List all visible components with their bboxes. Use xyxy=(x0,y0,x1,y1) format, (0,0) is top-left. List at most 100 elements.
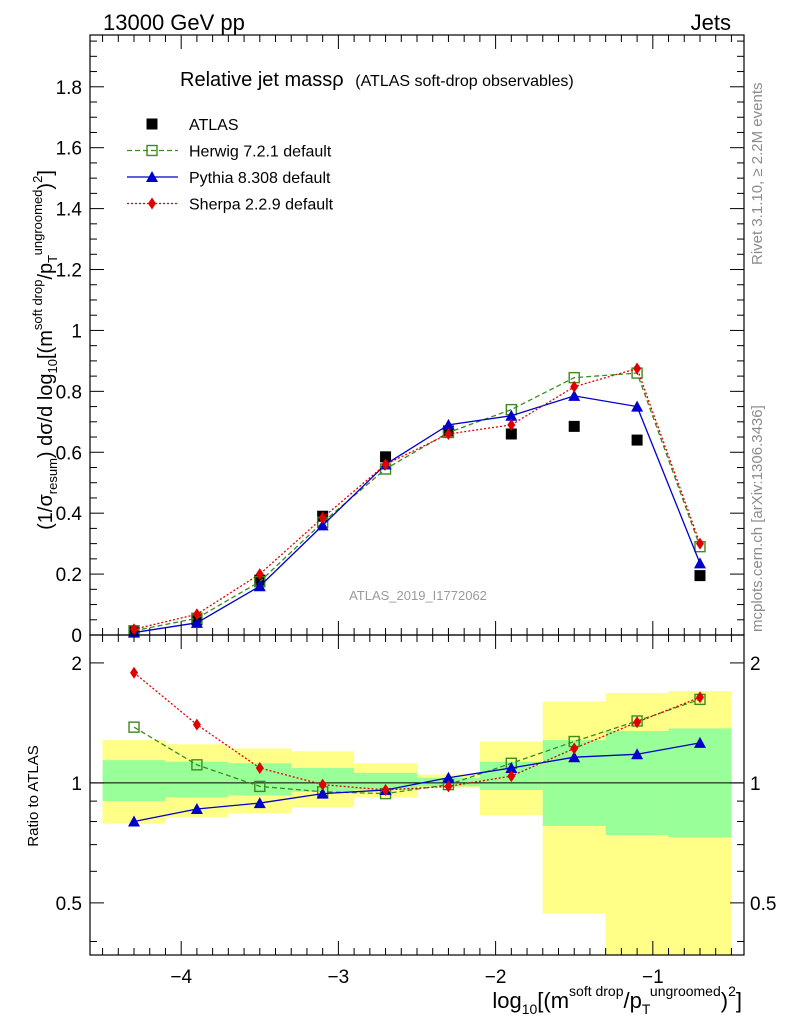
legend-atlas-label: ATLAS xyxy=(189,117,239,134)
main-pythia-point xyxy=(568,389,581,401)
ratio-axis-ticks: −4 −3 −2 −1 0.5 0.5 1 1 2 2 xyxy=(56,634,776,988)
ratio-herwig-point xyxy=(128,721,140,733)
ratio-y-tick-label-right: 2 xyxy=(750,654,761,675)
main-atlas-point xyxy=(694,570,706,582)
x-tick-label: −4 xyxy=(170,967,192,988)
y-tick-label: 0.4 xyxy=(56,504,83,525)
ratio-y-tick-label-right: 1 xyxy=(750,774,761,795)
ratio-pythia-point xyxy=(505,761,518,773)
ratio-pythia-point xyxy=(568,751,581,763)
legend-sherpa-label: Sherpa 2.2.9 default xyxy=(189,197,334,214)
y-tick-label: 1 xyxy=(71,321,82,342)
main-atlas-point xyxy=(505,428,517,440)
main-axis-ticks: 0 0.2 0.4 0.6 0.8 1 1.2 1.4 1.6 1.8 xyxy=(56,34,745,647)
ratio-herwig-line xyxy=(133,698,701,795)
ratio-herwig-point xyxy=(254,780,266,793)
rivet-version-label: Rivet 3.1.10, ≥ 2.2M events xyxy=(749,83,766,266)
main-pythia-point xyxy=(253,580,266,592)
ratio-pythia-line xyxy=(133,742,701,823)
main-sherpa-point xyxy=(570,380,579,393)
title-subtitle: (ATLAS soft-drop observables) xyxy=(355,73,573,90)
main-atlas-point xyxy=(631,434,643,446)
ratio-y-tick-label: 2 xyxy=(71,654,82,675)
main-pythia-point xyxy=(316,519,329,531)
ratio-inner-band xyxy=(102,760,166,802)
main-sherpa-point xyxy=(318,511,327,524)
x-axis-label: log10[(msoft drop/pTungroomed)2] xyxy=(492,983,742,1017)
main-sherpa-line xyxy=(133,367,701,630)
main-sherpa-point xyxy=(381,458,390,471)
process-label: Jets xyxy=(691,10,731,35)
title-text: Relative jet mass xyxy=(180,69,332,91)
ratio-pythia-point xyxy=(631,748,644,760)
ratio-sherpa-point xyxy=(507,770,516,783)
main-atlas-point xyxy=(568,420,580,432)
ratio-herwig-point xyxy=(191,759,203,771)
main-y-axis-label: (1/σresum) dσ/d log10[(msoft drop/pTungr… xyxy=(30,170,60,530)
ratio-y-axis-label: Ratio to ATLAS xyxy=(25,745,42,846)
main-atlas-point xyxy=(254,574,266,586)
ratio-inner-band xyxy=(354,772,417,790)
main-sherpa-point xyxy=(192,608,201,621)
main-pythia-point xyxy=(442,418,455,430)
legend-pythia-label: Pythia 8.308 default xyxy=(189,170,331,187)
legend-atlas-marker xyxy=(146,118,158,130)
y-tick-label: 0.6 xyxy=(56,443,82,464)
ratio-inner-band xyxy=(165,761,229,798)
ratio-y-tick-label-right: 0.5 xyxy=(750,894,776,915)
ratio-sherpa-line xyxy=(133,672,701,791)
y-tick-label: 0 xyxy=(71,626,82,647)
y-tick-label: 0.2 xyxy=(56,565,82,586)
ratio-pythia-point xyxy=(253,797,266,809)
ratio-pythia-point xyxy=(442,771,455,783)
ratio-y-tick-label: 0.5 xyxy=(56,894,82,915)
legend-herwig-marker xyxy=(146,144,158,157)
main-sherpa-point xyxy=(633,362,642,375)
energy-label: 13000 GeV pp xyxy=(103,10,245,35)
main-sherpa-point xyxy=(444,427,453,440)
x-tick-label: −1 xyxy=(642,967,664,988)
ratio-sherpa-point xyxy=(695,691,704,704)
ratio-panel xyxy=(90,691,744,955)
ratio-pythia-point xyxy=(693,736,706,748)
main-sherpa-point xyxy=(695,537,704,550)
main-pythia-point xyxy=(505,409,518,421)
y-tick-label: 1.8 xyxy=(56,78,82,99)
title-symbol: ρ xyxy=(332,69,343,91)
main-sherpa-point xyxy=(507,418,516,431)
main-atlas-point xyxy=(380,451,392,463)
x-tick-label: −2 xyxy=(485,967,507,988)
ratio-sherpa-point xyxy=(255,761,264,774)
ratio-series-layer xyxy=(128,666,706,827)
legend: ATLAS Herwig 7.2.1 default Pythia 8.308 de… xyxy=(127,117,334,214)
main-title: Relative jet massρ (ATLAS soft-drop obse… xyxy=(180,69,574,91)
ratio-pythia-point xyxy=(316,787,329,799)
svg-text:Relative jet massρ (ATLA: Relative jet massρ (ATLAS soft-drop obse… xyxy=(180,69,574,91)
ratio-pythia-point xyxy=(190,803,203,815)
main-series-layer xyxy=(128,362,706,638)
mcplots-reference-label: mcplots.cern.ch [arXiv:1306.3436] xyxy=(749,405,766,632)
ratio-sherpa-point xyxy=(130,666,139,679)
y-tick-label: 1.4 xyxy=(56,200,83,221)
y-tick-label: 1.6 xyxy=(56,139,82,160)
main-pythia-line xyxy=(133,395,701,634)
legend-herwig-label: Herwig 7.2.1 default xyxy=(189,144,332,161)
main-pythia-point xyxy=(631,400,644,412)
ratio-sherpa-point xyxy=(444,780,453,793)
main-herwig-line xyxy=(133,372,701,632)
legend-sherpa-marker xyxy=(148,197,156,210)
main-sherpa-point xyxy=(255,568,264,581)
main-pythia-point xyxy=(693,557,706,569)
main-pythia-point xyxy=(190,616,203,628)
y-tick-label: 0.8 xyxy=(56,382,82,403)
ratio-sherpa-point xyxy=(381,783,390,796)
x-tick-label: −3 xyxy=(328,967,350,988)
main-sherpa-point xyxy=(130,623,139,636)
ratio-sherpa-point xyxy=(318,778,327,791)
ratio-pythia-point xyxy=(128,815,141,827)
legend-pythia-marker xyxy=(146,171,158,182)
ratio-sherpa-point xyxy=(192,718,201,731)
analysis-watermark: ATLAS_2019_I1772062 xyxy=(349,588,487,603)
ratio-sherpa-point xyxy=(570,742,579,755)
